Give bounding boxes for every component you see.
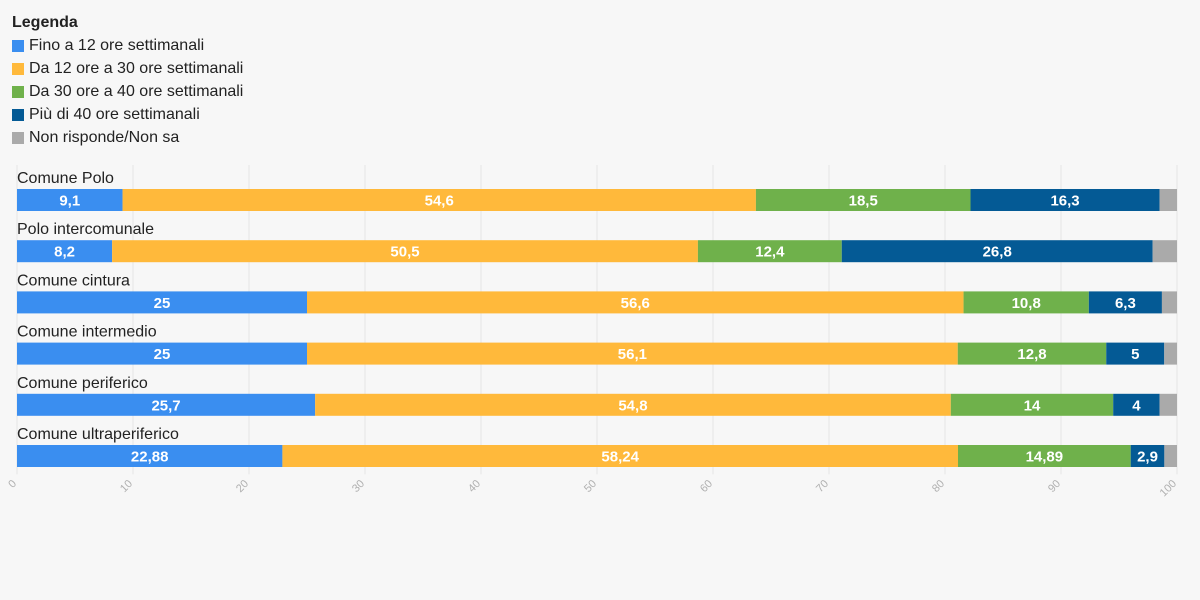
bar-segment: [1088, 291, 1162, 314]
category-label: Comune Polo: [17, 170, 114, 187]
category-label: Comune intermedio: [17, 324, 157, 341]
bar-segment: [1164, 342, 1177, 365]
tick-label: 40: [466, 478, 483, 495]
legend-label: Più di 40 ore settimanali: [29, 105, 200, 123]
legend-item: Non risponde/Non sa: [12, 126, 243, 149]
bar-segment: [957, 445, 1131, 467]
legend-swatch: [12, 39, 24, 52]
legend-title: Legenda: [12, 14, 78, 31]
bar-segment: [1161, 291, 1177, 314]
legend: Legenda Fino a 12 ore settimanali Da 12 …: [12, 12, 243, 149]
data-label: 54,8: [618, 397, 647, 414]
bar-segment: [1159, 189, 1177, 211]
data-label: 14,89: [1026, 449, 1064, 466]
bar-segment: [1164, 445, 1177, 467]
legend-item: Fino a 12 ore settimanali: [12, 34, 243, 57]
data-label: 4: [1132, 397, 1141, 414]
legend-swatch: [12, 108, 24, 121]
data-label: 56,6: [621, 295, 650, 312]
category-label: Comune cintura: [17, 272, 130, 289]
bar-segment: [841, 240, 1153, 263]
data-label: 16,3: [1050, 193, 1079, 210]
bar-segment: [17, 189, 123, 211]
tick-label: 10: [118, 478, 135, 495]
legend-label: Da 12 ore a 30 ore settimanali: [29, 59, 244, 77]
data-label: 50,5: [390, 244, 419, 261]
bar-segment: [970, 189, 1160, 211]
bar-segment: [122, 189, 756, 211]
data-label: 2,9: [1137, 449, 1158, 466]
tick-label: 20: [234, 478, 251, 495]
data-label: 12,4: [755, 244, 785, 261]
bar-segment: [1106, 342, 1165, 365]
legend-swatch: [12, 85, 24, 98]
category-label: Comune ultraperiferico: [17, 426, 179, 443]
bar-segment: [697, 240, 842, 263]
data-label: 5: [1131, 346, 1139, 363]
bar-segment: [1152, 240, 1177, 263]
tick-label: 50: [582, 478, 599, 495]
legend-item: Da 12 ore a 30 ore settimanali: [12, 57, 243, 80]
bar-segment: [282, 445, 958, 467]
bar-segment: [17, 240, 113, 263]
bar-segment: [17, 393, 316, 416]
bar-segment: [1113, 393, 1160, 416]
legend-label: Fino a 12 ore settimanali: [29, 36, 205, 54]
category-label: Polo intercomunale: [17, 221, 154, 238]
tick-label: 60: [698, 478, 715, 495]
tick-label: 90: [1046, 478, 1063, 495]
legend-label: Da 30 ore a 40 ore settimanali: [29, 82, 244, 100]
bar-segment: [17, 445, 283, 467]
data-label: 56,1: [618, 346, 647, 363]
data-label: 9,1: [59, 193, 80, 210]
bar-segment: [963, 291, 1089, 314]
data-label: 25: [154, 295, 171, 312]
data-label: 12,8: [1017, 346, 1046, 363]
data-label: 18,5: [849, 193, 878, 210]
data-label: 58,24: [601, 449, 639, 466]
bar-segment: [112, 240, 698, 263]
data-label: 22,88: [131, 449, 169, 466]
bar-segment: [1130, 445, 1165, 467]
bar-segment: [315, 393, 951, 416]
tick-label: 0: [6, 478, 19, 491]
data-label: 25: [154, 346, 171, 363]
tick-label: 30: [350, 478, 367, 495]
legend-item: Da 30 ore a 40 ore settimanali: [12, 80, 243, 103]
bar-segment: [307, 342, 958, 365]
bar-segment: [755, 189, 971, 211]
bar-segment: [17, 342, 307, 365]
category-label: Comune periferico: [17, 375, 148, 392]
legend-label: Non risponde/Non sa: [29, 128, 180, 146]
legend-item: Più di 40 ore settimanali: [12, 103, 243, 126]
bar-segment: [17, 291, 307, 314]
data-label: 8,2: [54, 244, 75, 261]
legend-swatch: [12, 62, 24, 75]
bar-segment: [307, 291, 964, 314]
data-label: 26,8: [983, 244, 1012, 261]
data-label: 6,3: [1115, 295, 1136, 312]
bar-segment: [1159, 393, 1177, 416]
bar-segment: [957, 342, 1107, 365]
data-label: 10,8: [1012, 295, 1041, 312]
legend-swatch: [12, 131, 24, 144]
data-label: 25,7: [151, 397, 180, 414]
data-label: 14: [1024, 397, 1041, 414]
bar-segment: [950, 393, 1114, 416]
tick-label: 80: [930, 478, 947, 495]
data-label: 54,6: [425, 193, 454, 210]
tick-label: 100: [1158, 478, 1179, 499]
tick-label: 70: [814, 478, 831, 495]
